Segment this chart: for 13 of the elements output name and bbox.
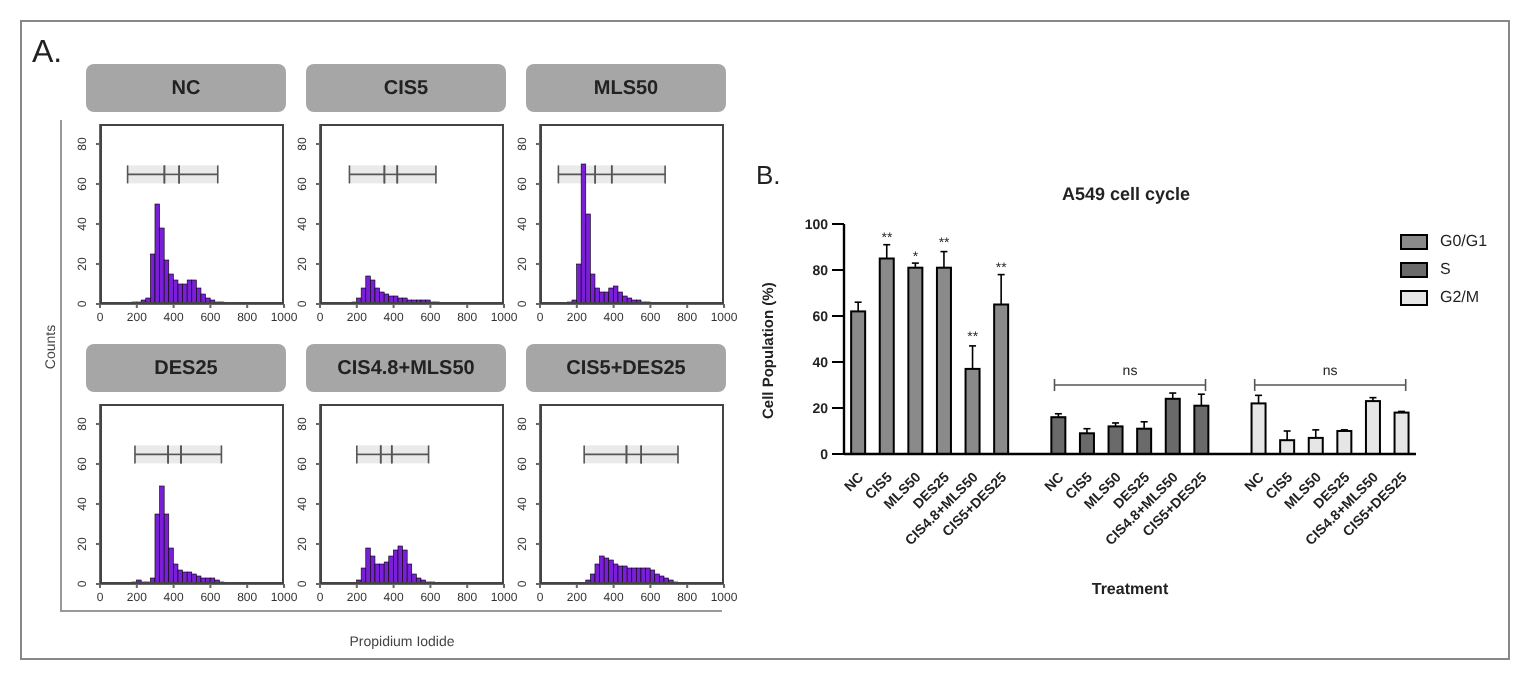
legend-label: G2/M [1440, 288, 1480, 306]
chart-title: CIS5+DES25 [526, 344, 726, 392]
chart-title: CIS4.8+MLS50 [306, 344, 506, 392]
text: B. [756, 160, 781, 190]
chart-title: DES25 [86, 344, 286, 392]
chart-title: NC [86, 64, 286, 112]
chart-title: A549 cell cycle [1059, 184, 1193, 204]
x-axis-title: Treatment [1091, 580, 1169, 598]
legend-label: G0/G1 [1440, 232, 1488, 250]
text: A. [32, 36, 63, 72]
chart-title: MLS50 [526, 64, 726, 112]
chart-title: CIS5 [306, 64, 506, 112]
legend-label: S [1440, 260, 1451, 278]
